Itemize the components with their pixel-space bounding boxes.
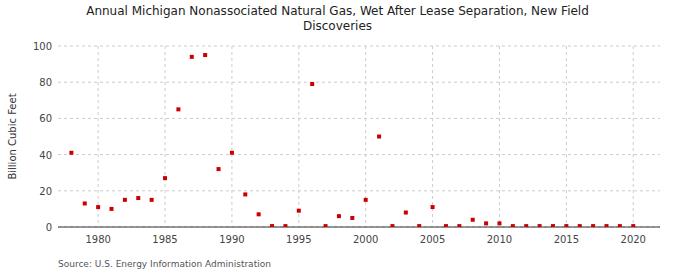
x-tick-label: 2000 xyxy=(353,234,378,245)
source: Source: U.S. Energy Information Administ… xyxy=(58,259,271,269)
point xyxy=(471,218,475,222)
point xyxy=(390,224,394,227)
y-grid-line xyxy=(58,82,660,83)
point xyxy=(524,224,528,227)
point xyxy=(257,212,261,216)
point xyxy=(337,214,341,218)
title: Annual Michigan Nonassociated Natural Ga… xyxy=(86,4,589,33)
x-tick-label: 1995 xyxy=(286,234,311,245)
point xyxy=(297,209,301,213)
point xyxy=(243,192,247,196)
point xyxy=(417,224,421,227)
x-grid-line xyxy=(432,46,433,227)
point xyxy=(123,198,127,202)
x-tick-label: 1990 xyxy=(219,234,244,245)
point xyxy=(604,224,608,227)
x-axis-line xyxy=(58,227,660,228)
y-tick-label: 0 xyxy=(46,222,52,233)
y-grid-line xyxy=(58,154,660,155)
point xyxy=(283,224,287,227)
x-tick-label: 1985 xyxy=(152,234,177,245)
x-grid-line xyxy=(499,46,500,227)
point xyxy=(217,167,221,171)
y-tick-label: 80 xyxy=(39,77,52,88)
point xyxy=(431,205,435,209)
points xyxy=(69,53,635,227)
point xyxy=(551,224,555,227)
x-tick-label: 2020 xyxy=(621,234,646,245)
x-grid-line xyxy=(98,46,99,227)
x-tick-label: 1980 xyxy=(85,234,110,245)
point xyxy=(497,221,501,225)
x-grid-line xyxy=(165,46,166,227)
point xyxy=(377,135,381,139)
point xyxy=(618,224,622,227)
y-tick-label: 40 xyxy=(39,150,52,161)
point xyxy=(457,224,461,227)
point xyxy=(69,151,73,155)
y-tick-label: 60 xyxy=(39,113,52,124)
x-grid-line xyxy=(298,46,299,227)
x-tick-label: 2005 xyxy=(420,234,445,245)
point xyxy=(136,196,140,200)
x-grid-line xyxy=(633,46,634,227)
point xyxy=(270,224,274,227)
point xyxy=(631,224,635,227)
y-grid-line xyxy=(58,190,660,191)
chart: Annual Michigan Nonassociated Natural Ga… xyxy=(0,0,675,275)
point xyxy=(484,221,488,225)
point xyxy=(444,224,448,227)
point xyxy=(564,224,568,227)
point xyxy=(364,198,368,202)
point xyxy=(230,151,234,155)
point xyxy=(310,82,314,86)
point xyxy=(110,207,114,211)
point xyxy=(350,216,354,220)
point xyxy=(511,224,515,227)
point xyxy=(324,224,328,227)
point xyxy=(190,55,194,59)
point xyxy=(591,224,595,227)
point xyxy=(150,198,154,202)
point xyxy=(203,53,207,57)
x-tick-label: 2010 xyxy=(487,234,512,245)
x-grid-line xyxy=(566,46,567,227)
y-grid-line xyxy=(58,46,660,47)
y-tick-label: 20 xyxy=(39,186,52,197)
point xyxy=(163,176,167,180)
point xyxy=(578,224,582,227)
point xyxy=(83,201,87,205)
y-axis-label: Billion Cubic Feet xyxy=(7,93,18,179)
x-grid-line xyxy=(231,46,232,227)
y-grid-line xyxy=(58,118,660,119)
point xyxy=(404,211,408,215)
y-tick-label: 100 xyxy=(33,41,52,52)
y-grid-line xyxy=(58,227,660,228)
point xyxy=(538,224,542,227)
point xyxy=(96,205,100,209)
point xyxy=(176,107,180,111)
grid xyxy=(58,46,660,227)
x-tick-label: 2015 xyxy=(554,234,579,245)
